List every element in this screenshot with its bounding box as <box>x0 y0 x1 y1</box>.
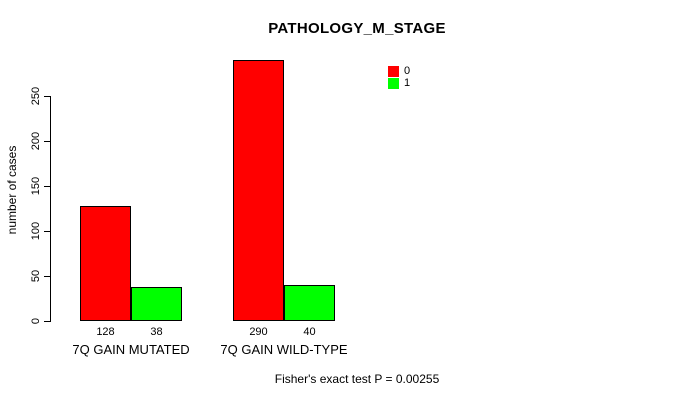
y-tick-label: 100 <box>30 221 42 241</box>
bar <box>131 287 182 321</box>
legend-label: 0 <box>404 64 411 77</box>
legend-label: 1 <box>404 76 411 89</box>
y-tick <box>44 321 50 322</box>
bar <box>284 285 335 321</box>
y-tick <box>44 186 50 187</box>
y-tick-label: 200 <box>30 131 42 151</box>
y-axis-label: number of cases <box>5 145 19 235</box>
y-tick <box>44 96 50 97</box>
chart-title: PATHOLOGY_M_STAGE <box>268 20 446 37</box>
bar-value-label: 128 <box>96 326 115 338</box>
bar-value-label: 40 <box>303 326 316 338</box>
y-tick-label: 50 <box>30 269 42 283</box>
bar <box>80 206 131 321</box>
bar-value-label: 38 <box>150 326 163 338</box>
legend-row: 0 <box>388 65 410 77</box>
category-label: 7Q GAIN MUTATED <box>72 342 190 357</box>
y-tick <box>44 231 50 232</box>
category-label: 7Q GAIN WILD-TYPE <box>220 342 348 357</box>
legend-swatch <box>388 65 399 77</box>
bar <box>233 60 284 321</box>
fisher-test-footnote: Fisher's exact test P = 0.00255 <box>274 372 440 386</box>
legend-swatch <box>388 77 399 89</box>
y-tick-label: 250 <box>30 86 42 106</box>
y-tick-label: 150 <box>30 176 42 196</box>
y-tick <box>44 141 50 142</box>
y-tick <box>44 276 50 277</box>
legend-row: 1 <box>388 77 410 89</box>
y-tick-label: 0 <box>30 317 42 325</box>
bar-value-label: 290 <box>249 326 268 338</box>
y-axis-line <box>50 96 51 322</box>
